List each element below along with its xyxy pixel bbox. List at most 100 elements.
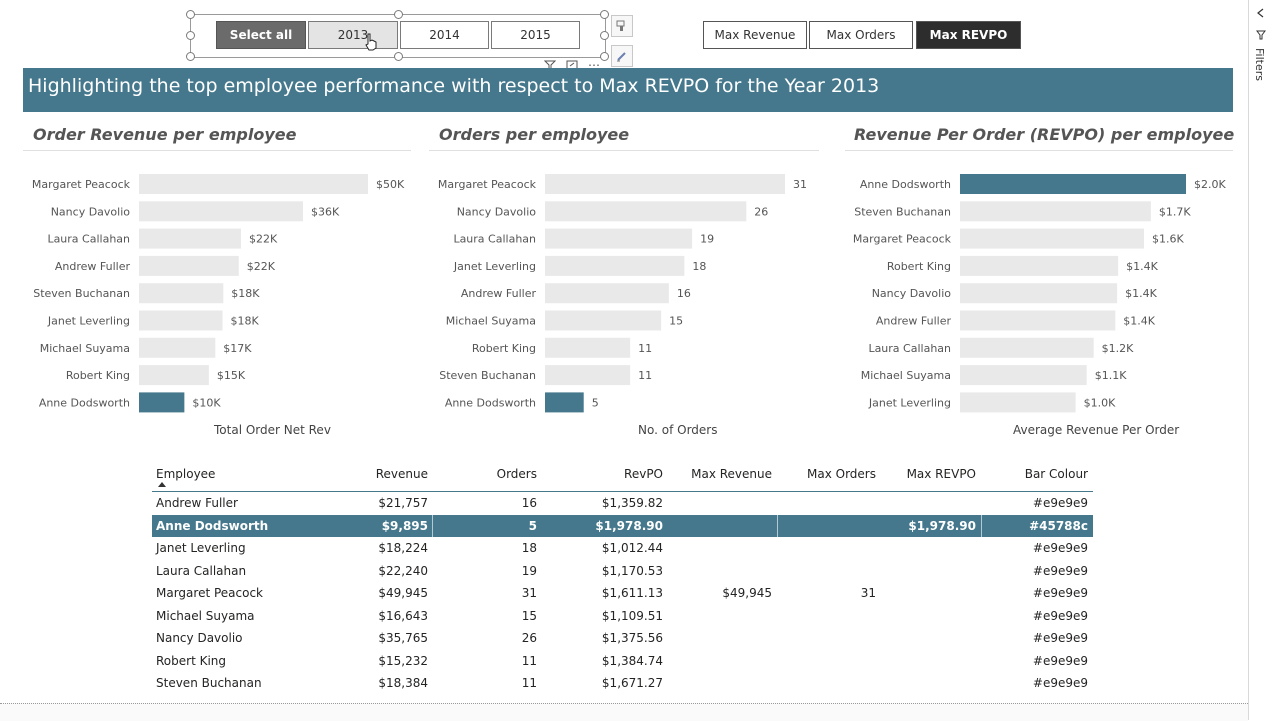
bar[interactable] — [545, 365, 631, 386]
resize-handle[interactable] — [186, 31, 195, 40]
slicer-2015-button[interactable]: 2015 — [491, 21, 580, 49]
slicer-select-all-button[interactable]: Select all — [216, 21, 306, 49]
column-header-orders[interactable]: Orders — [496, 467, 537, 481]
bar[interactable] — [545, 174, 785, 194]
bar[interactable] — [545, 255, 685, 276]
chart-title-revenue: Order Revenue per employee — [33, 125, 297, 144]
data-label: $1.0K — [1084, 396, 1116, 409]
bar[interactable] — [139, 392, 185, 413]
divider — [23, 150, 411, 151]
resize-handle[interactable] — [394, 52, 403, 61]
resize-handle[interactable] — [600, 52, 609, 61]
table-row[interactable]: Laura Callahan $22,240 19 $1,170.53 #e9e9e9 — [152, 560, 1093, 582]
bar[interactable] — [545, 201, 747, 222]
bar[interactable] — [960, 228, 1144, 249]
bar[interactable] — [139, 365, 209, 386]
cell-orders: 16 — [521, 496, 537, 510]
axis-title-revenue: Total Order Net Rev — [214, 423, 331, 437]
resize-handle[interactable] — [394, 10, 403, 19]
cell-revpo: $1,375.56 — [601, 631, 663, 645]
data-label: 5 — [592, 396, 599, 409]
table-row[interactable]: Anne Dodsworth $9,895 5 $1,978.90 $1,978.90 #… — [152, 514, 1093, 537]
filters-pane[interactable] — [1248, 0, 1274, 720]
data-label: $1.6K — [1152, 233, 1184, 246]
resize-handle[interactable] — [600, 31, 609, 40]
filter-icon — [1256, 30, 1266, 40]
resize-handle[interactable] — [186, 52, 195, 61]
bar[interactable] — [960, 174, 1186, 194]
bar[interactable] — [545, 228, 693, 249]
data-label: $18K — [231, 287, 260, 300]
table-row[interactable]: Margaret Peacock $49,945 31 $1,611.13 $49,94… — [152, 582, 1093, 604]
cell-max-orders — [782, 515, 876, 537]
column-header-max-revpo[interactable]: Max REVPO — [906, 467, 976, 481]
table-row[interactable]: Steven Buchanan $18,384 11 $1,671.27 #e9e9e9 — [152, 672, 1093, 694]
bar[interactable] — [139, 337, 216, 358]
bar[interactable] — [960, 310, 1116, 331]
bar[interactable] — [960, 283, 1118, 304]
bar[interactable] — [139, 310, 223, 331]
format-brush-icon[interactable] — [611, 45, 633, 67]
bar[interactable] — [139, 228, 241, 249]
bar[interactable] — [545, 310, 662, 331]
bar[interactable] — [960, 255, 1119, 276]
max-revenue-button[interactable]: Max Revenue — [703, 21, 807, 49]
slicer-2014-button[interactable]: 2014 — [400, 21, 489, 49]
bar[interactable] — [960, 201, 1151, 222]
chevron-left-icon[interactable] — [1255, 8, 1267, 18]
bar[interactable] — [545, 337, 631, 358]
data-label: $1.4K — [1125, 287, 1157, 300]
bar[interactable] — [960, 365, 1087, 386]
orders-bar-chart[interactable]: Margaret Peacock 31 Nancy Davolio 26 Laura C… — [429, 168, 819, 418]
bar[interactable] — [545, 392, 584, 413]
column-header-bar-colour[interactable]: Bar Colour — [1024, 467, 1088, 481]
column-header-max-orders[interactable]: Max Orders — [807, 467, 876, 481]
table-row[interactable]: Andrew Fuller $21,757 16 $1,359.82 #e9e9e9 — [152, 492, 1093, 514]
bar[interactable] — [139, 255, 239, 276]
cell-max-orders — [782, 605, 876, 627]
bar[interactable] — [960, 392, 1076, 413]
cell-bar-colour: #e9e9e9 — [1032, 563, 1088, 578]
cell-revenue: $15,232 — [378, 653, 428, 668]
table-row[interactable]: Nancy Davolio $35,765 26 $1,375.56 #e9e9e9 — [152, 627, 1093, 649]
resize-handle[interactable] — [186, 10, 195, 19]
data-label: $10K — [192, 396, 221, 409]
cell-employee: Anne Dodsworth — [156, 518, 269, 533]
max-orders-button[interactable]: Max Orders — [809, 21, 913, 49]
cell-bar-colour: #e9e9e9 — [1032, 676, 1088, 690]
column-divider — [981, 514, 982, 537]
max-revpo-button[interactable]: Max REVPO — [916, 21, 1021, 49]
table-row[interactable]: Janet Leverling $18,224 18 $1,012.44 #e9e9e9 — [152, 537, 1093, 559]
category-label: Andrew Fuller — [461, 287, 537, 300]
data-label: $22K — [247, 260, 276, 273]
cell-employee: Robert King — [156, 653, 227, 668]
cell-revpo: $1,170.53 — [601, 563, 663, 578]
bar[interactable] — [960, 337, 1094, 358]
filters-label[interactable]: Filters — [1253, 48, 1266, 81]
column-header-revpo[interactable]: RevPO — [624, 467, 663, 481]
table-row[interactable]: Robert King $15,232 11 $1,384.74 #e9e9e9 — [152, 650, 1093, 672]
title-banner — [23, 68, 1233, 112]
format-painter-icon[interactable] — [611, 15, 633, 37]
revpo-bar-chart[interactable]: Anne Dodsworth $2.0K Steven Buchanan $1.7K M… — [845, 168, 1235, 418]
column-header-employee[interactable]: Employee — [156, 467, 216, 481]
column-header-max-revenue[interactable]: Max Revenue — [691, 467, 772, 481]
cell-bar-colour: #e9e9e9 — [1032, 653, 1088, 668]
bar[interactable] — [139, 283, 224, 304]
category-label: Janet Leverling — [47, 315, 130, 328]
cell-max-orders: 31 — [860, 586, 876, 600]
bar[interactable] — [545, 283, 669, 304]
cell-revpo: $1,012.44 — [601, 541, 663, 555]
bar[interactable] — [139, 174, 368, 194]
category-label: Laura Callahan — [868, 342, 951, 355]
column-header-revenue[interactable]: Revenue — [375, 467, 428, 481]
category-label: Andrew Fuller — [55, 260, 131, 273]
cell-max-revpo — [887, 627, 976, 649]
resize-handle[interactable] — [600, 10, 609, 19]
bar[interactable] — [139, 201, 303, 222]
slicer-2013-button[interactable]: 2013 — [308, 21, 398, 49]
table-row[interactable]: Michael Suyama $16,643 15 $1,109.51 #e9e9e9 — [152, 605, 1093, 627]
employee-table[interactable]: Employee Revenue Orders RevPO Max Revenu… — [152, 462, 1093, 694]
revenue-bar-chart[interactable]: Margaret Peacock $50K Nancy Davolio $36K Lau… — [23, 168, 413, 418]
axis-title-revpo: Average Revenue Per Order — [1013, 423, 1180, 437]
